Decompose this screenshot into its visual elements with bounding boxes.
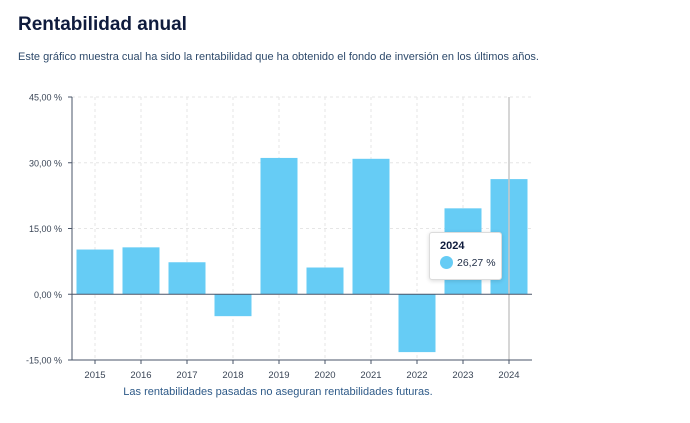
bar-2021: [352, 158, 390, 295]
axis-layer: [68, 96, 532, 364]
x-tick-label: 2022: [406, 370, 427, 381]
bar-2017: [168, 262, 206, 295]
bar-2016: [122, 247, 160, 295]
x-tick-label: 2023: [452, 370, 473, 381]
y-tick-label: 45,00 %: [29, 93, 62, 103]
page-title: Rentabilidad anual: [18, 14, 187, 35]
tooltip-value: 26,27 %: [457, 257, 496, 269]
y-tick-label: 0,00 %: [34, 290, 62, 300]
tooltip-year: 2024: [440, 240, 465, 252]
tooltip-series-dot: [440, 256, 453, 269]
disclaimer-note: Las rentabilidades pasadas no aseguran r…: [123, 386, 433, 398]
x-tick-label: 2024: [498, 370, 519, 381]
bar-2022: [398, 294, 436, 353]
bars-layer: [76, 157, 528, 353]
x-tick-label: 2018: [222, 370, 243, 381]
bar-2015: [76, 249, 114, 295]
bar-2020: [306, 267, 344, 295]
x-tick-label: 2017: [176, 370, 197, 381]
labels-layer: -15,00 % 0,00 % 15,00 % 30,00 % 45,00 % 2015 2…: [26, 93, 520, 382]
x-tick-label: 2016: [130, 370, 151, 381]
y-tick-label: 30,00 %: [29, 158, 62, 168]
bar-2018: [214, 294, 252, 317]
bar-2019: [260, 157, 298, 295]
page-subtitle: Este gráfico muestra cual ha sido la ren…: [18, 51, 539, 63]
y-tick-label: -15,00 %: [26, 356, 62, 366]
x-tick-label: 2015: [84, 370, 105, 381]
y-tick-label: 15,00 %: [29, 224, 62, 234]
x-tick-label: 2021: [360, 370, 381, 381]
x-tick-label: 2020: [314, 370, 335, 381]
value-tooltip: 2024 26,27 %: [429, 232, 502, 280]
x-tick-label: 2019: [268, 370, 289, 381]
